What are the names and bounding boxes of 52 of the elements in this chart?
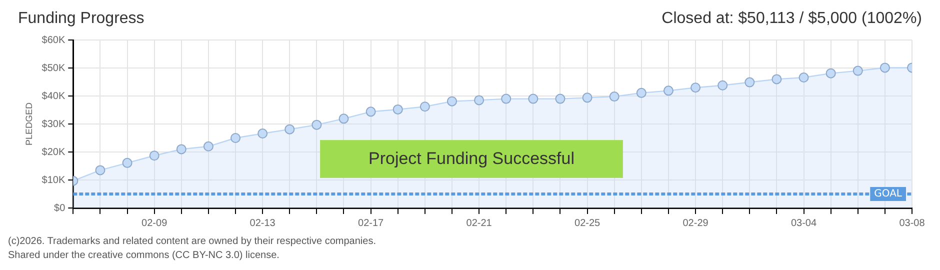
x-tick-label: 02-17 <box>358 218 384 229</box>
y-tick-label: $60K <box>42 34 66 46</box>
point <box>203 141 214 152</box>
success-banner: Project Funding Successful <box>320 140 623 178</box>
x-tick-label: 02-21 <box>466 218 492 229</box>
point <box>122 158 132 168</box>
point <box>744 77 755 88</box>
text: (c)2026. Trademarks and related content are owned by their respective companies. <box>8 236 376 247</box>
y-tick-label: $20K <box>42 146 66 158</box>
point <box>149 150 160 161</box>
point <box>582 92 592 103</box>
point <box>636 88 646 98</box>
point <box>474 95 484 106</box>
point <box>528 94 538 104</box>
point <box>718 80 728 90</box>
x-tick-label: 02-09 <box>142 218 168 229</box>
point <box>392 104 403 114</box>
x-tick-label: 02-29 <box>682 218 709 229</box>
point <box>609 92 620 102</box>
point <box>312 120 322 130</box>
x-tick-label: 03-04 <box>790 218 817 229</box>
ref-line-label: GOAL <box>874 188 902 200</box>
point <box>798 72 809 83</box>
chart-title: Funding Progress <box>18 10 144 28</box>
point <box>366 106 376 117</box>
y-tick-label: $50K <box>42 62 66 74</box>
point <box>663 86 674 96</box>
point <box>826 68 836 78</box>
y-tick-label: $10K <box>42 174 66 186</box>
chart-subtitle: Closed at: $50,113 / $5,000 (1002%) <box>662 10 922 28</box>
point <box>446 96 457 106</box>
point <box>176 144 186 154</box>
point <box>880 62 890 73</box>
x-tick-label: 03-08 <box>899 218 926 229</box>
point <box>338 114 349 124</box>
x-tick-label: 02-13 <box>250 218 276 229</box>
point <box>501 94 512 104</box>
y-tick-label: $0 <box>54 202 66 214</box>
point <box>690 82 701 93</box>
point <box>258 128 268 139</box>
point <box>772 74 782 84</box>
text: Shared under the creative commons (CC BY-NC 3.0) license. <box>8 250 280 261</box>
point <box>230 133 241 143</box>
point <box>420 102 430 112</box>
x-tick-label: 02-25 <box>574 218 601 229</box>
point <box>555 94 566 104</box>
y-tick-label: $30K <box>42 118 66 130</box>
point <box>852 66 863 76</box>
point <box>284 124 295 134</box>
y-tick-label: $40K <box>42 90 66 102</box>
point <box>95 165 106 176</box>
y-axis-title: PLEDGED <box>24 102 34 146</box>
